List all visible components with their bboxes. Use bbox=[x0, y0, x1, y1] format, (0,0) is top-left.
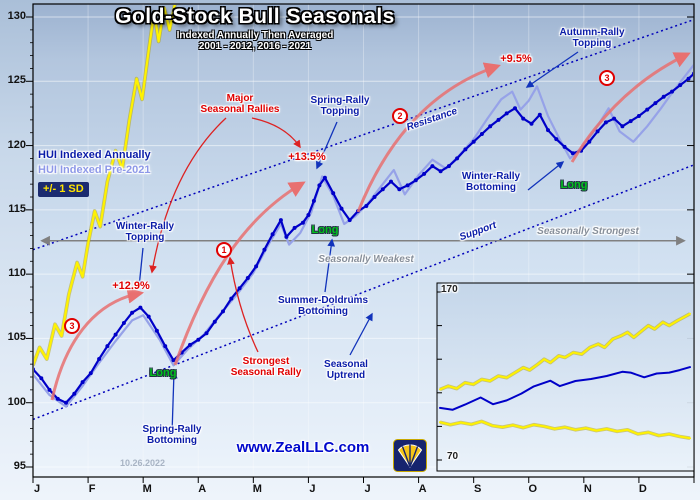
zeal-logo bbox=[393, 439, 427, 477]
rally-marker-3-left: 3 bbox=[64, 318, 80, 334]
rally-marker-1: 1 bbox=[216, 242, 232, 258]
rally-marker-2: 2 bbox=[392, 108, 408, 124]
zeal-logo-icon bbox=[393, 439, 427, 472]
rally-marker-3-right: 3 bbox=[599, 70, 615, 86]
